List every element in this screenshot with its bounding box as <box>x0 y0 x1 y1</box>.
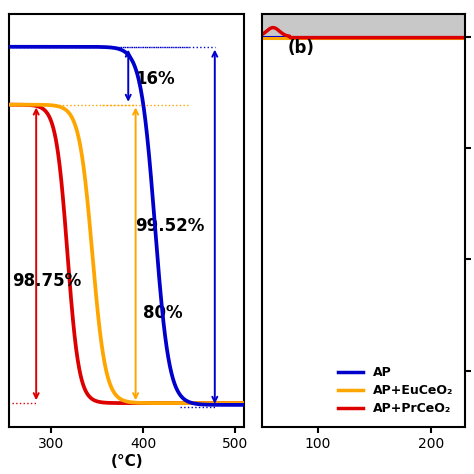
Text: 16%: 16% <box>136 71 175 88</box>
Text: (b): (b) <box>288 39 315 57</box>
Text: 98.75%: 98.75% <box>12 272 82 290</box>
Text: 99.52%: 99.52% <box>136 217 205 235</box>
Text: 80%: 80% <box>143 304 182 322</box>
Bar <box>262 14 465 36</box>
Legend: AP, AP+EuCeO₂, AP+PrCeO₂: AP, AP+EuCeO₂, AP+PrCeO₂ <box>333 361 458 420</box>
X-axis label: (°C): (°C) <box>110 454 143 469</box>
